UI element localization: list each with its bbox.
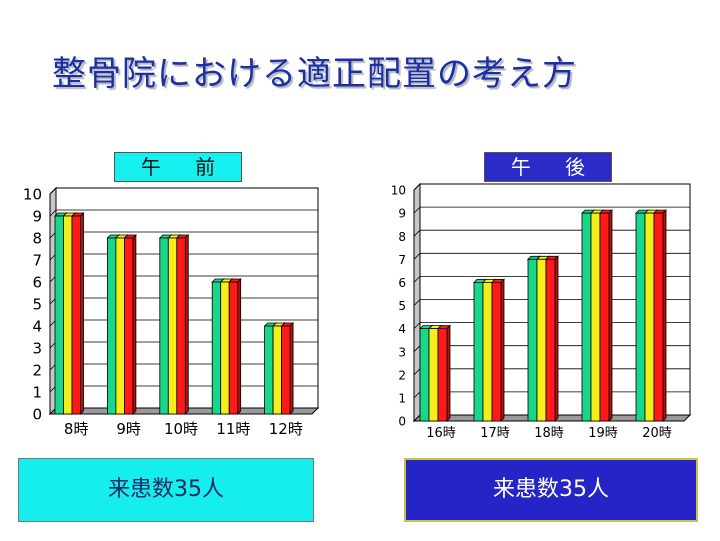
morning-x-tick-label: 10時: [164, 420, 198, 438]
morning-bar: [124, 237, 134, 415]
morning-patient-count: 来患数35人: [18, 458, 314, 522]
afternoon-y-tick-label: 2: [398, 368, 406, 382]
morning-bar: [71, 215, 81, 415]
morning-y-tick-label: 2: [32, 362, 42, 380]
morning-y-tick-label: 10: [23, 186, 42, 204]
morning-gridline: [49, 187, 318, 195]
morning-x-tick-label: 12時: [269, 420, 303, 438]
afternoon-bar: [653, 212, 664, 422]
afternoon-patient-count: 来患数35人: [404, 458, 698, 522]
afternoon-y-tick-label: 10: [391, 184, 406, 198]
afternoon-bar-side: [662, 209, 667, 422]
afternoon-y-tick-label: 1: [398, 391, 406, 405]
morning-y-tick-label: 3: [32, 340, 42, 358]
afternoon-bar: [536, 258, 547, 422]
morning-y-tick-label: 0: [32, 406, 42, 424]
morning-bar: [281, 325, 291, 415]
afternoon-bar: [590, 212, 601, 422]
morning-x-tick-label: 11時: [216, 420, 250, 438]
afternoon-bar: [482, 281, 493, 422]
afternoon-bar: [527, 258, 538, 422]
afternoon-bar: [437, 328, 448, 422]
afternoon-bar: [428, 328, 439, 422]
afternoon-bar: [581, 212, 592, 422]
afternoon-y-tick-label: 9: [398, 207, 406, 221]
afternoon-y-tick-label: 6: [398, 276, 406, 290]
afternoon-y-tick-label: 4: [398, 322, 406, 336]
morning-y-tick-label: 1: [32, 384, 42, 402]
afternoon-gridline: [413, 206, 690, 214]
morning-bar: [176, 237, 186, 415]
afternoon-label: 午 後: [484, 152, 612, 182]
morning-x-tick-label: 9時: [116, 420, 141, 438]
morning-gridline: [49, 209, 318, 217]
morning-y-tick-label: 9: [32, 208, 42, 226]
morning-label: 午 前: [114, 152, 242, 182]
afternoon-bar: [419, 328, 430, 422]
afternoon-y-tick-label: 3: [398, 345, 406, 359]
afternoon-x-tick-label: 17時: [480, 426, 510, 441]
afternoon-bar-side: [554, 255, 559, 422]
morning-y-tick-label: 5: [32, 296, 42, 314]
afternoon-y-tick-label: 8: [398, 230, 406, 244]
afternoon-x-tick-label: 19時: [588, 426, 618, 441]
afternoon-bar: [545, 258, 556, 422]
morning-y-tick-label: 6: [32, 274, 42, 292]
afternoon-bar-side: [500, 278, 505, 422]
afternoon-bar-side: [446, 324, 451, 422]
page-title: 整骨院における適正配置の考え方: [52, 54, 577, 94]
morning-bar: [228, 281, 239, 415]
afternoon-bar: [491, 281, 502, 422]
afternoon-y-tick-label: 0: [398, 415, 406, 429]
morning-label-text: 午 前: [140, 155, 230, 179]
afternoon-bar-side: [608, 209, 613, 422]
afternoon-x-tick-label: 20時: [642, 426, 672, 441]
morning-y-tick-label: 8: [32, 230, 42, 248]
afternoon-x-tick-label: 18時: [534, 426, 564, 441]
morning-y-tick-label: 4: [32, 318, 42, 336]
afternoon-gridline: [413, 183, 690, 191]
morning-y-tick-label: 7: [32, 252, 42, 270]
afternoon-label-text: 午 後: [510, 155, 600, 179]
afternoon-bar: [599, 212, 610, 422]
afternoon-bar: [644, 212, 655, 422]
afternoon-y-tick-label: 5: [398, 299, 406, 313]
afternoon-x-tick-label: 16時: [426, 426, 456, 441]
morning-x-tick-label: 8時: [64, 420, 89, 438]
afternoon-y-tick-label: 7: [398, 253, 406, 267]
afternoon-bar: [473, 281, 484, 422]
afternoon-bar: [635, 212, 646, 422]
